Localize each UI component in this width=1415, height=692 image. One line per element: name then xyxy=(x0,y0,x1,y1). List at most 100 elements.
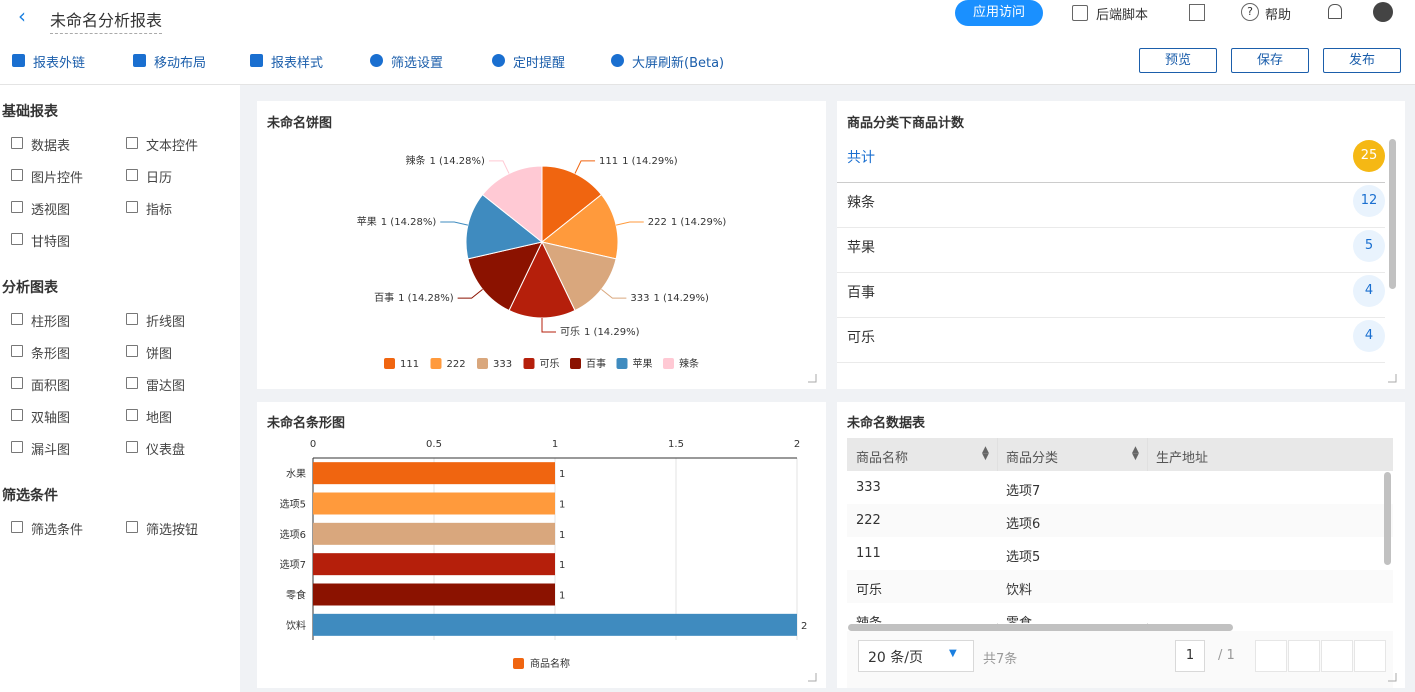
h-scrollbar[interactable] xyxy=(848,624,1233,631)
page-size-select[interactable] xyxy=(858,640,974,672)
toolbar-icon xyxy=(492,54,505,67)
x-tick-label: 0 xyxy=(310,439,316,450)
page-nav[interactable] xyxy=(1288,640,1320,672)
component[interactable]: 双轴图 xyxy=(31,411,71,426)
leader-line xyxy=(457,288,483,299)
table-panel[interactable]: 未命名数据表 商品名称 ▲ ▼ 商品分类 ▲ ▼ 生产地址 333 选项7 222 选项6 111 选项5… xyxy=(837,402,1405,688)
avatar[interactable] xyxy=(1373,2,1393,22)
component[interactable]: 文本控件 xyxy=(146,139,199,154)
legend-label: 辣条 xyxy=(679,357,699,370)
component[interactable]: 雷达图 xyxy=(146,379,186,394)
legend-swatch xyxy=(430,358,442,369)
v-scrollbar[interactable] xyxy=(1384,472,1391,565)
legend-label: 333 xyxy=(493,359,512,370)
slice-label: 111 1 (14.29%) xyxy=(599,156,678,167)
component[interactable]: 面积图 xyxy=(31,379,71,394)
component[interactable]: 饼图 xyxy=(146,347,173,362)
column-header[interactable]: 生产地址 xyxy=(1156,451,1209,466)
separator xyxy=(837,362,1385,363)
x-tick-label: 1 xyxy=(552,439,558,450)
page-nav[interactable] xyxy=(1255,640,1287,672)
separator xyxy=(837,272,1385,273)
value-label: 1 xyxy=(559,530,565,541)
component[interactable]: 指标 xyxy=(146,203,173,218)
icon[interactable] xyxy=(1189,4,1205,21)
scrollbar[interactable] xyxy=(1389,139,1396,289)
column-header[interactable]: 商品名称 xyxy=(856,451,909,466)
toolbar-icon xyxy=(370,54,383,67)
sort-icon[interactable]: ▲ ▼ xyxy=(982,445,989,462)
cell: 选项6 xyxy=(1006,517,1041,532)
toolbar-item[interactable]: 大屏刷新(Beta) xyxy=(632,56,725,71)
toolbar-button[interactable]: 发布 xyxy=(1323,48,1401,73)
separator xyxy=(837,182,1385,183)
panel-title: 未命名饼图 xyxy=(267,116,333,131)
page-nav[interactable] xyxy=(1321,640,1353,672)
component[interactable]: 柱形图 xyxy=(31,315,71,330)
bar xyxy=(313,553,555,576)
total: 共7条 xyxy=(983,652,1018,667)
leader-line xyxy=(488,160,510,174)
toolbar-item[interactable]: 筛选设置 xyxy=(391,56,444,71)
component[interactable]: 数据表 xyxy=(31,139,71,154)
resize-handle xyxy=(808,673,817,682)
component[interactable]: 图片控件 xyxy=(31,171,84,186)
page-input[interactable]: 1 xyxy=(1175,640,1205,672)
toolbar-item[interactable]: 定时提醒 xyxy=(513,56,566,71)
icon xyxy=(126,409,138,421)
cell: 辣条 xyxy=(856,612,882,623)
slice-name: 333 xyxy=(630,293,649,304)
value-label: 1 xyxy=(559,560,565,571)
toolbar-item[interactable]: 移动布局 xyxy=(154,56,207,71)
value-label: 2 xyxy=(801,621,807,632)
table-row: 辣条 零食 xyxy=(847,603,1393,623)
component[interactable]: 折线图 xyxy=(146,315,186,330)
count-panel[interactable]: 商品分类下商品计数 共计 25 辣条 12 苹果 5 百事 4 可乐 4 xyxy=(837,101,1405,389)
component[interactable]: 筛选按钮 xyxy=(146,523,199,538)
column-header[interactable]: 商品分类 xyxy=(1006,451,1059,466)
value-label: 1 xyxy=(559,500,565,511)
value-label: 1 xyxy=(559,591,565,602)
count-badge: 5 xyxy=(1353,230,1385,262)
action[interactable]: 后端脚本 xyxy=(1096,8,1149,23)
row-label[interactable]: 可乐 xyxy=(847,330,875,346)
component[interactable]: 透视图 xyxy=(31,203,71,218)
component[interactable]: 漏斗图 xyxy=(31,443,71,458)
count-badge: 12 xyxy=(1353,185,1385,217)
select-arrow[interactable]: ▼ xyxy=(949,648,957,659)
icon xyxy=(126,201,138,213)
primary-button[interactable]: 应用访问 xyxy=(955,0,1043,26)
sort-icon[interactable]: ▲ ▼ xyxy=(1132,445,1139,462)
resize-handle xyxy=(1388,673,1397,682)
row-label[interactable]: 共计 xyxy=(847,150,875,166)
row-label[interactable]: 辣条 xyxy=(847,195,875,211)
component[interactable]: 地图 xyxy=(146,411,173,426)
toolbar-item[interactable]: 报表外链 xyxy=(33,56,86,71)
page-size[interactable]: 20 条/页 xyxy=(868,650,923,666)
slice-name: 百事 xyxy=(374,291,394,304)
action[interactable]: 帮助 xyxy=(1265,8,1292,23)
bar-panel[interactable]: 未命名条形图 xyxy=(257,402,826,688)
toolbar-button[interactable]: 保存 xyxy=(1231,48,1309,73)
component[interactable]: 甘特图 xyxy=(31,235,71,250)
row-label[interactable]: 苹果 xyxy=(847,240,875,256)
icon: ? xyxy=(1241,3,1259,21)
slice-value: 1 (14.28%) xyxy=(429,156,485,167)
icon xyxy=(126,137,138,149)
table-row: 333 选项7 xyxy=(847,471,1393,505)
row-label[interactable]: 百事 xyxy=(847,285,875,301)
component[interactable]: 筛选条件 xyxy=(31,523,84,538)
toolbar-button[interactable]: 预览 xyxy=(1139,48,1217,73)
back[interactable]: ‹ xyxy=(18,4,26,28)
component[interactable]: 仪表盘 xyxy=(146,443,186,458)
slice-name: 222 xyxy=(648,217,667,228)
toolbar-item[interactable]: 报表样式 xyxy=(271,56,324,71)
bell[interactable] xyxy=(1328,4,1342,19)
component[interactable]: 条形图 xyxy=(31,347,71,362)
icon xyxy=(11,345,23,357)
title[interactable]: 未命名分析报表 xyxy=(50,7,163,34)
separator xyxy=(837,227,1385,228)
component[interactable]: 日历 xyxy=(146,171,173,186)
bar xyxy=(313,613,797,636)
page-nav[interactable] xyxy=(1354,640,1386,672)
